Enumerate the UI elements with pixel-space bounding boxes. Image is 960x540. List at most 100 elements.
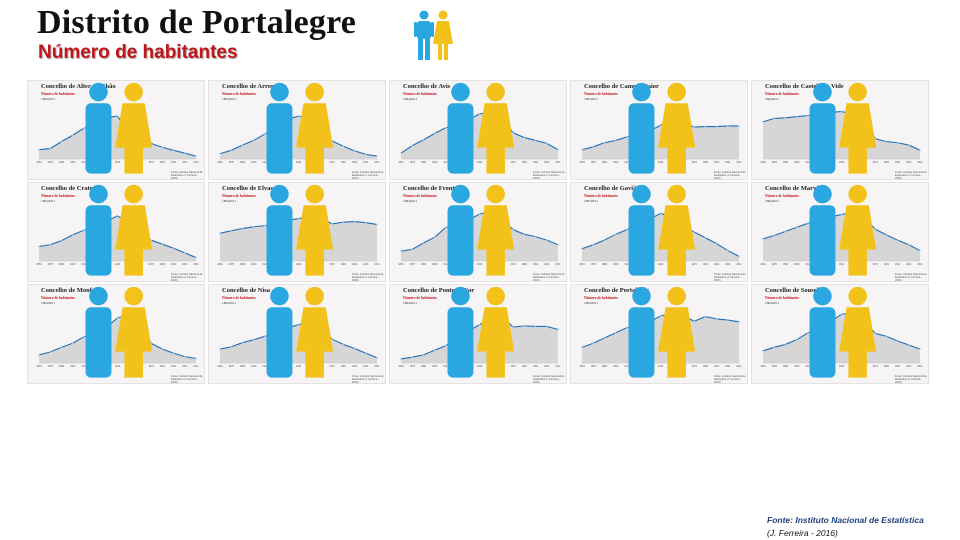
x-tick-label: 1878 [591,365,597,368]
data-point [297,115,300,117]
chart-title: Concelho de Portalegre [584,287,649,294]
page-title: Distrito de Portalegre [37,4,357,41]
data-point [116,316,119,319]
data-point [252,225,255,228]
x-tick-label: 1890 [421,263,427,266]
chart-source: Fonte: Instituto Nacional de Estatística… [714,375,746,385]
data-point [422,139,425,141]
data-point [807,114,809,117]
x-tick-label: 1900 [70,365,76,368]
data-point [523,136,526,139]
people-icon [447,286,515,378]
x-tick-label: 1890 [602,365,608,368]
data-point [545,142,548,145]
x-tick-label: 1981 [703,263,709,266]
x-tick-label: 1878 [48,161,54,164]
x-tick-label: 1981 [884,161,890,164]
x-tick-label: 1911 [81,365,87,368]
x-tick-label: 2011 [374,365,380,368]
data-point [907,344,910,346]
chart-panel: 1864187818901900191119201930194019501960… [751,80,929,180]
data-point [784,230,787,233]
data-point [614,233,617,236]
data-point [230,345,233,348]
chart-title: Concelho de Monforte [41,287,104,294]
x-tick-label: 2011 [193,161,199,164]
x-tick-label: 1991 [171,161,177,164]
data-point [264,224,266,227]
data-point [183,252,186,254]
chart-range: 1864|2011 [584,301,599,305]
chart-source: Fonte: Instituto Nacional de Estatística… [352,273,384,283]
data-point [433,236,436,239]
data-point [738,321,740,323]
data-point [264,133,266,135]
chart-range: 1864|2011 [222,301,237,305]
chart-source: Fonte: Instituto Nacional de Estatística… [352,171,384,181]
chart-subtitle: Número de habitantes [584,296,618,300]
x-tick-label: 2001 [363,365,369,368]
data-point [219,348,221,350]
x-tick-label: 1940 [296,161,302,164]
chart-source: Fonte: Instituto Nacional de Estatística… [352,375,384,385]
chart-source: Fonte: Instituto Nacional de Estatística… [533,375,565,385]
x-tick-label: 1940 [658,263,664,266]
data-point [183,355,186,358]
chart-title: Concelho de Campo Maior [584,83,659,90]
x-tick-label: 1970 [872,161,878,164]
data-point [364,221,367,224]
x-tick-label: 1981 [341,365,347,368]
x-tick-label: 1890 [240,263,246,266]
data-point [49,351,52,353]
data-point [704,125,707,128]
people-icon [628,184,696,276]
x-tick-label: 2011 [374,161,380,164]
data-point [411,144,414,147]
x-tick-label: 1890 [421,365,427,368]
data-point [49,147,52,150]
data-point [161,243,164,245]
x-tick-label: 1991 [533,161,539,164]
data-point [885,140,888,143]
people-icon [809,286,877,378]
x-tick-label: 1970 [148,365,154,368]
x-tick-label: 2001 [182,161,188,164]
x-tick-label: 1890 [59,161,65,164]
data-point [512,228,514,231]
x-tick-label: 1970 [329,161,335,164]
chart-title: Concelho de Avis [403,83,451,90]
x-tick-label: 1940 [477,263,483,266]
people-icon [414,10,453,60]
data-point [183,152,186,154]
data-point [659,212,662,215]
x-tick-label: 1981 [160,365,166,368]
x-tick-label: 2001 [906,263,912,266]
data-point [478,112,481,115]
chart-panel: 1864187818901900191119201930194019501960… [751,284,929,384]
chart-title: Concelho de Gavião [584,185,640,192]
x-tick-label: 1970 [691,365,697,368]
people-icon [809,184,877,276]
chart-range: 1864|2011 [41,97,56,101]
x-tick-label: 1970 [510,161,516,164]
data-point [784,117,787,119]
data-point [614,332,617,334]
x-tick-label: 2001 [906,161,912,164]
chart-panel: 1864187818901900191119201930194019501960… [27,182,205,282]
x-tick-label: 1864 [217,263,223,266]
chart-panel: 1864187818901900191119201930194019501960… [208,80,386,180]
x-tick-label: 1911 [443,365,449,368]
data-point [919,249,921,252]
data-point [219,152,221,155]
x-tick-label: 1900 [251,263,257,266]
data-point [693,126,695,128]
chart-subtitle: Número de habitantes [222,194,256,198]
x-tick-label: 1991 [171,263,177,266]
x-tick-label: 1940 [296,263,302,266]
x-tick-label: 1911 [262,365,268,368]
data-point [581,148,583,151]
x-tick-label: 1911 [624,365,630,368]
people-icon [628,82,696,174]
chart-subtitle: Número de habitantes [403,194,437,198]
data-point [773,117,776,120]
